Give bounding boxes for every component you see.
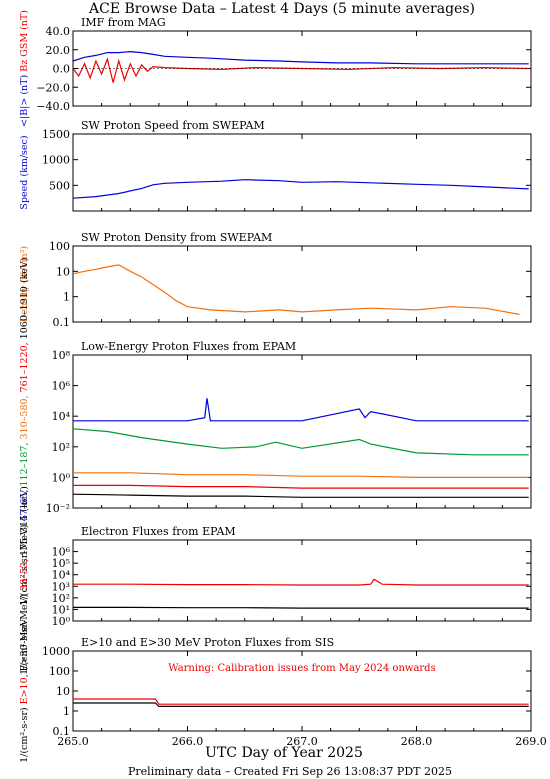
series-line-0 [73, 578, 529, 586]
y-axis-label-part: Bz GSM (nT) [19, 10, 30, 75]
series-line-0 [72, 50, 529, 65]
panel-annotation: Warning: Calibration issues from May 202… [168, 663, 435, 674]
y-tick-label: 100 [49, 665, 70, 678]
x-tick-label: 268.0 [401, 735, 433, 748]
x-axis-label: UTC Day of Year 2025 [205, 745, 363, 761]
y-axis-label-part: E>10, [19, 674, 30, 707]
y-axis-label-part: E>30 MeV [19, 619, 30, 674]
y-tick-label: 10⁰ [52, 471, 71, 484]
panel-0: IMF from MAG −40.0 −20.0 0.0 20.0 40.0 <|B|> (… [19, 10, 532, 127]
panel-title: SW Proton Density from SWEPAM [81, 231, 272, 244]
y-axis-label: Density (#/cm³) [19, 246, 30, 322]
series-line-0 [72, 179, 529, 199]
panels: IMF from MAG −40.0 −20.0 0.0 20.0 40.0 <|B|> (… [19, 10, 547, 763]
y-axis-label-part: 310–580, [19, 395, 30, 442]
series-line-3 [73, 484, 529, 489]
y-tick-label: 10³ [52, 580, 70, 593]
y-axis-label-part: 1060–1910 (keV) [19, 258, 30, 343]
x-tick-label: 265.0 [57, 735, 89, 748]
y-tick-label: 10 [56, 685, 70, 698]
y-tick-label: 10⁰ [52, 615, 71, 628]
y-axis-label-part: <|B|> (nT) [19, 75, 30, 127]
y-tick-label: −20.0 [36, 81, 70, 94]
panel-3: Low-Energy Proton Fluxes from EPAM10⁻²10… [19, 258, 532, 606]
y-axis-label: <|B|> (nT) Bz GSM (nT) [19, 10, 30, 127]
series-line-0 [72, 264, 520, 315]
panel-1: SW Proton Speed from SWEPAM 500 1000 1500 Sp… [19, 119, 532, 212]
y-tick-label: 1 [63, 291, 70, 304]
series-line-0 [73, 398, 529, 422]
y-axis-label-part: 38–53, [19, 559, 30, 594]
y-tick-label: 40.0 [46, 25, 71, 38]
x-tick-label: 266.0 [172, 735, 204, 748]
y-tick-label: 10⁻² [46, 502, 70, 515]
y-axis-label-part: 1/(cm²-s-sr) [19, 707, 30, 763]
y-tick-label: 10² [52, 592, 70, 605]
series-line-2 [73, 472, 529, 478]
series-line-1 [72, 428, 529, 456]
panel-title: Electron Fluxes from EPAM [81, 525, 236, 538]
panel-frame [72, 133, 532, 212]
y-axis-label-part: 1/(cm²-s-sr-MeV) [19, 594, 30, 675]
panel-5: E>10 and E>30 MeV Proton Fluxes from SIS… [19, 619, 532, 763]
y-axis-label-part: 1/(cm²-s-sr-MeV) [19, 525, 30, 606]
panel-title: E>10 and E>30 MeV Proton Fluxes from SIS [81, 636, 334, 649]
panel-frame [72, 245, 532, 323]
y-tick-label: 10⁴ [52, 410, 71, 423]
y-tick-label: 500 [49, 179, 70, 192]
y-axis-label-part: 175–315 (keV) [19, 486, 30, 559]
series-line-1 [73, 606, 529, 609]
x-tick-label: 269.0 [515, 735, 547, 748]
y-axis-label: Speed (km/sec) [19, 135, 30, 209]
y-axis-label-part: 761–1220, [19, 342, 30, 395]
y-tick-label: 0.0 [53, 63, 71, 76]
y-tick-label: 10 [56, 265, 70, 278]
y-tick-label: 10² [52, 441, 70, 454]
series-line-1 [72, 57, 529, 83]
y-tick-label: −40.0 [36, 100, 70, 113]
panel-title: IMF from MAG [81, 16, 166, 29]
y-axis-label: 1/(cm²-s-sr-MeV) 47–65, 112–187, 310–580… [19, 258, 30, 606]
y-tick-label: 20.0 [46, 44, 71, 57]
y-tick-label: 1000 [42, 154, 70, 167]
x-tick-label: 267.0 [286, 735, 318, 748]
y-tick-label: 0.1 [53, 316, 71, 329]
panel-frame [72, 539, 532, 622]
y-axis-label-part: Density (#/cm³) [19, 246, 30, 322]
y-tick-label: 1500 [42, 128, 70, 141]
y-axis-label: 1/(cm²-s-sr-MeV) 38–53, 175–315 (keV) [19, 486, 30, 675]
y-tick-label: 10⁴ [52, 569, 71, 582]
y-tick-label: 1 [63, 705, 70, 718]
series-line-4 [72, 493, 529, 498]
y-axis-label-part: 47–65, [19, 490, 30, 525]
y-axis-label-part: Speed (km/sec) [19, 135, 30, 209]
y-tick-label: 10⁶ [52, 546, 71, 559]
series-line-1 [73, 702, 529, 708]
panel-2: SW Proton Density from SWEPAM 0.1 1 10 100 De… [19, 231, 532, 329]
panel-title: Low-Energy Proton Fluxes from EPAM [81, 340, 296, 353]
series-line-0 [73, 698, 529, 705]
y-axis-label-part: 112–187, [19, 443, 30, 490]
y-axis-label: 1/(cm²-s-sr) E>10, E>30 MeV [19, 619, 30, 763]
footer-note: Preliminary data – Created Fri Sep 26 13… [128, 765, 452, 778]
chart-title: ACE Browse Data – Latest 4 Days (5 minut… [88, 1, 475, 17]
y-tick-label: 0.1 [53, 725, 71, 738]
y-tick-label: 1000 [42, 645, 70, 658]
panel-title: SW Proton Speed from SWEPAM [81, 119, 265, 132]
y-tick-label: 10¹ [52, 603, 70, 616]
y-tick-label: 10⁵ [52, 557, 70, 570]
y-tick-label: 10⁸ [52, 349, 71, 362]
panel-4: Electron Fluxes from EPAM 10⁰10¹10²10³10⁴… [19, 486, 532, 675]
y-tick-label: 100 [49, 240, 70, 253]
y-tick-label: 10⁶ [52, 380, 71, 393]
